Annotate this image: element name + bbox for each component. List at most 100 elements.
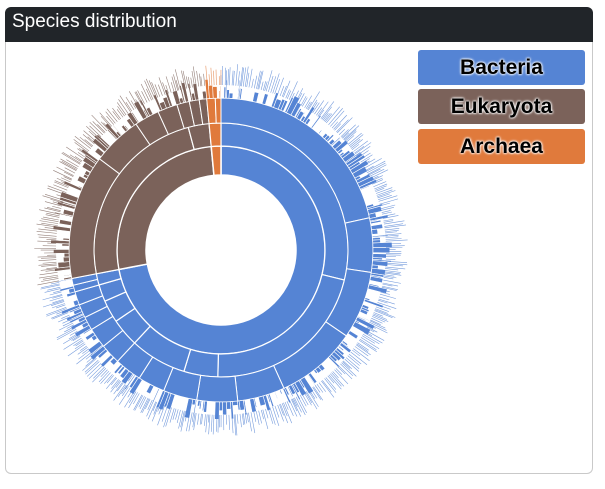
fringe-line-351: [67, 343, 86, 357]
arc-bacteria-r4-120[interactable]: [232, 400, 239, 406]
fringe-line-317: [124, 390, 135, 408]
arc-eukaryota-r4-0[interactable]: [63, 276, 73, 281]
arc-bacteria-r4-23[interactable]: [310, 114, 322, 129]
arc-bacteria-r4-110[interactable]: [274, 391, 279, 400]
fringe-line-425: [44, 207, 61, 213]
arc-bacteria-r4-129[interactable]: [196, 399, 201, 407]
arc-bacteria-r4-54[interactable]: [370, 219, 382, 225]
fringe-line-88: [362, 160, 370, 166]
arc-bacteria-r4-114[interactable]: [257, 395, 266, 407]
arc-bacteria-r4-168[interactable]: [72, 299, 80, 307]
arc-bacteria-r4-61[interactable]: [372, 241, 393, 248]
arc-eukaryota-r4-22[interactable]: [76, 175, 87, 185]
arc-bacteria-r4-8[interactable]: [261, 93, 269, 105]
arc-eukaryota-r4-6[interactable]: [53, 249, 70, 254]
arc-eukaryota-r4-10[interactable]: [62, 237, 70, 241]
fringe-line-483: [116, 109, 124, 118]
arc-bacteria-r4-22[interactable]: [304, 117, 312, 126]
fringe-line-151: [383, 275, 397, 279]
arc-archaea-r3-1[interactable]: [214, 97, 222, 124]
arc-bacteria-r4-132[interactable]: [184, 398, 194, 419]
arc-eukaryota-r4-14[interactable]: [62, 208, 75, 217]
arc-eukaryota-r4-11[interactable]: [52, 225, 71, 232]
arc-bacteria-r4-6[interactable]: [239, 88, 243, 100]
arc-eukaryota-r4-45[interactable]: [145, 106, 154, 117]
arc-bacteria-r4-7[interactable]: [252, 91, 260, 103]
fringe-line-488: [125, 102, 133, 112]
arc-bacteria-r4-33[interactable]: [337, 148, 344, 155]
fringe-line-112: [379, 198, 399, 205]
arc-bacteria-r4-24[interactable]: [317, 129, 323, 135]
arc-bacteria-r4-12[interactable]: [280, 99, 289, 112]
arc-archaea-r2-0[interactable]: [208, 122, 222, 148]
legend-item-eukaryota[interactable]: Eukaryota: [418, 89, 585, 124]
arc-eukaryota-r4-12[interactable]: [58, 219, 73, 226]
fringe-line-396: [40, 268, 58, 271]
panel-body: [5, 42, 593, 474]
arc-bacteria-r4-27[interactable]: [326, 133, 335, 143]
arc-bacteria-r3-5[interactable]: [196, 374, 239, 403]
fringe-line-213: [327, 375, 335, 384]
arc-bacteria-r4-149[interactable]: [109, 357, 118, 366]
arc-bacteria-r4-123[interactable]: [222, 401, 228, 416]
arc-bacteria-r4-116[interactable]: [249, 398, 257, 413]
arc-eukaryota-r4-24[interactable]: [84, 170, 91, 177]
arc-bacteria-r4-154[interactable]: [87, 340, 103, 355]
arc-bacteria-r4-3[interactable]: [228, 92, 234, 99]
arc-bacteria-r4-140[interactable]: [128, 375, 139, 389]
arc-bacteria-r4-124[interactable]: [218, 401, 223, 412]
arc-eukaryota-r4-32[interactable]: [96, 133, 111, 148]
arc-eukaryota-r4-4[interactable]: [62, 256, 70, 263]
fringe-line-111: [378, 195, 398, 202]
arc-eukaryota-r4-53[interactable]: [180, 82, 190, 103]
fringe-line-72: [344, 129, 357, 141]
arc-bacteria-r4-112[interactable]: [266, 394, 272, 403]
arc-eukaryota-r4-5[interactable]: [63, 252, 70, 258]
arc-bacteria-r4-96[interactable]: [313, 368, 319, 375]
arc-bacteria-r4-109[interactable]: [279, 389, 283, 395]
arc-bacteria-r4-79[interactable]: [357, 314, 370, 322]
arc-eukaryota-r4-29[interactable]: [94, 147, 105, 158]
arc-bacteria-r4-83[interactable]: [352, 321, 371, 336]
legend-label-archaea: Archaea: [460, 134, 543, 158]
fringe-line-324: [117, 382, 124, 392]
fringe-line-197: [348, 353, 362, 365]
arc-bacteria-r4-71[interactable]: [369, 276, 384, 284]
arc-eukaryota-r4-41[interactable]: [131, 111, 140, 124]
arc-archaea-r4-2[interactable]: [212, 86, 218, 99]
arc-bacteria-r4-148[interactable]: [113, 363, 123, 375]
arc-bacteria-r4-56[interactable]: [371, 228, 379, 235]
arc-bacteria-r4-78[interactable]: [359, 308, 369, 316]
arc-eukaryota-r4-52[interactable]: [179, 84, 186, 104]
fringe-line-107: [376, 189, 393, 196]
legend-item-archaea[interactable]: Archaea: [418, 129, 585, 164]
arc-archaea-r4-4[interactable]: [219, 85, 222, 99]
arc-eukaryota-r4-38[interactable]: [124, 125, 129, 131]
arc-bacteria-r4-145[interactable]: [119, 368, 130, 380]
arc-bacteria-r4-105[interactable]: [287, 385, 294, 398]
arc-bacteria-r4-138[interactable]: [145, 384, 155, 395]
arc-bacteria-r4-87[interactable]: [339, 342, 352, 354]
arc-eukaryota-r4-3[interactable]: [57, 261, 71, 269]
arc-bacteria-r4-84[interactable]: [347, 330, 359, 340]
fringe-line-400: [42, 261, 57, 264]
arc-bacteria-r4-73[interactable]: [367, 284, 388, 294]
arc-bacteria-r4-47[interactable]: [359, 184, 371, 191]
arc-eukaryota-r4-36[interactable]: [112, 124, 123, 136]
arc-eukaryota-r4-50[interactable]: [171, 90, 181, 106]
fringe-line-244: [277, 404, 284, 422]
arc-bacteria-r4-75[interactable]: [363, 298, 384, 309]
arc-bacteria-r4-150[interactable]: [100, 354, 114, 368]
arc-bacteria-r4-88[interactable]: [337, 345, 345, 352]
arc-eukaryota-r4-21[interactable]: [77, 185, 83, 189]
arc-bacteria-r3-1[interactable]: [344, 217, 374, 274]
arc-bacteria-r4-156[interactable]: [84, 331, 96, 341]
legend-item-bacteria[interactable]: Bacteria: [418, 50, 585, 85]
arc-eukaryota-r4-1[interactable]: [63, 274, 72, 277]
arc-bacteria-r4-127[interactable]: [201, 400, 205, 412]
arc-bacteria-r4-62[interactable]: [372, 247, 391, 254]
arc-bacteria-r4-122[interactable]: [225, 401, 232, 410]
arc-bacteria-r4-137[interactable]: [152, 388, 160, 403]
fringe-line-20: [258, 70, 264, 90]
